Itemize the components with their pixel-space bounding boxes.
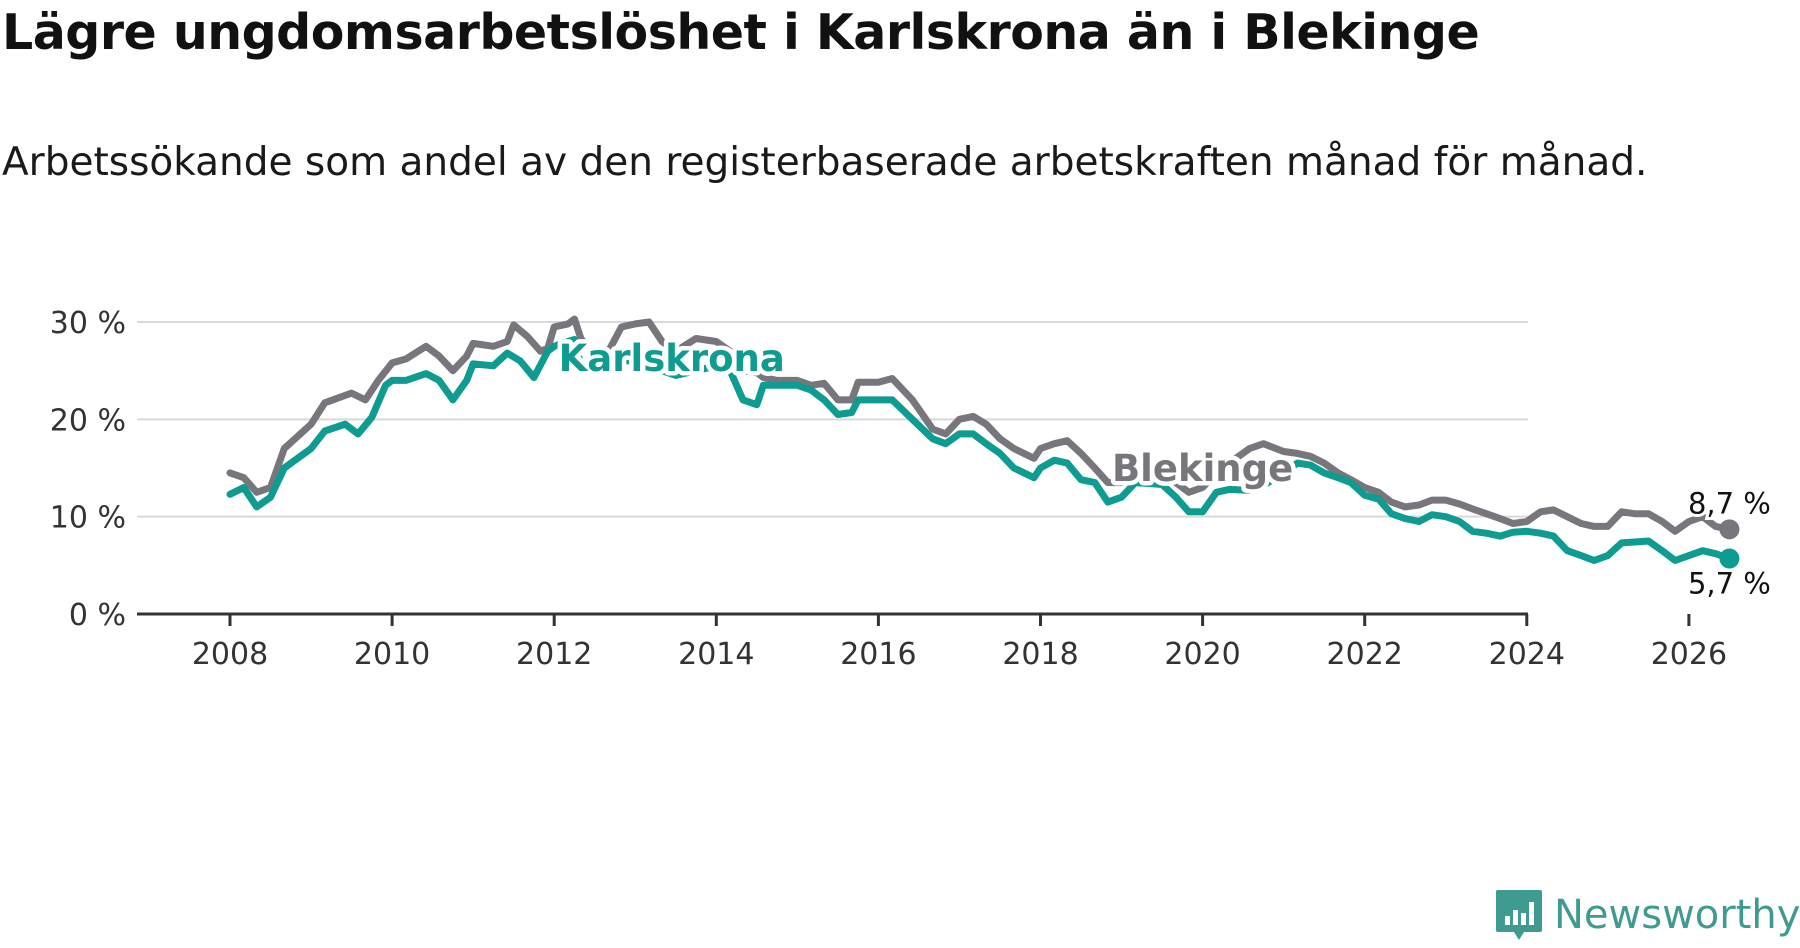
y-tick-label: 0 %	[69, 598, 126, 633]
newsworthy-logo-icon	[1496, 890, 1542, 940]
x-axis: 2008 2010 2012 2014 2016 2018 2020 2022 2024 2026	[137, 612, 1727, 672]
series-line-karlskrona	[226, 336, 1733, 564]
end-point-karlskrona	[1719, 548, 1740, 569]
y-tick-label: 20 %	[50, 403, 126, 438]
x-tick-label: 2010	[354, 637, 430, 672]
series-label-blekinge: Blekinge	[1112, 447, 1293, 490]
x-tick-label: 2022	[1327, 637, 1403, 672]
series-label-karlskrona: Karlskrona	[559, 337, 785, 380]
x-tick-label: 2008	[192, 637, 268, 672]
x-tick-label: 2024	[1489, 637, 1565, 672]
end-point-blekinge	[1719, 519, 1740, 540]
end-label-karlskrona: 5,7 %	[1688, 567, 1771, 601]
y-tick-label: 10 %	[50, 501, 126, 536]
x-tick-label: 2016	[840, 637, 916, 672]
brand-name: Newsworthy	[1554, 892, 1800, 938]
x-tick-label: 2026	[1651, 637, 1727, 672]
chart-labels: Karlskrona Blekinge 8,7 % 5,7 %	[554, 333, 1774, 604]
x-tick-label: 2018	[1002, 637, 1078, 672]
chart-title: Lägre ungdomsarbetslöshet i Karlskrona ä…	[2, 4, 1480, 61]
x-tick-label: 2020	[1164, 637, 1240, 672]
x-tick-label: 2014	[678, 637, 754, 672]
chart-subtitle: Arbetssökande som andel av den registerb…	[2, 140, 1648, 185]
brand-logo[interactable]: Newsworthy	[1494, 888, 1800, 942]
x-tick-label: 2012	[516, 637, 592, 672]
y-tick-label: 30 %	[50, 306, 126, 341]
series-line-blekinge	[226, 315, 1733, 535]
series-lines	[226, 315, 1740, 569]
gridlines: 0 % 10 % 20 % 30 %	[50, 306, 1528, 633]
end-label-blekinge: 8,7 %	[1688, 486, 1771, 520]
